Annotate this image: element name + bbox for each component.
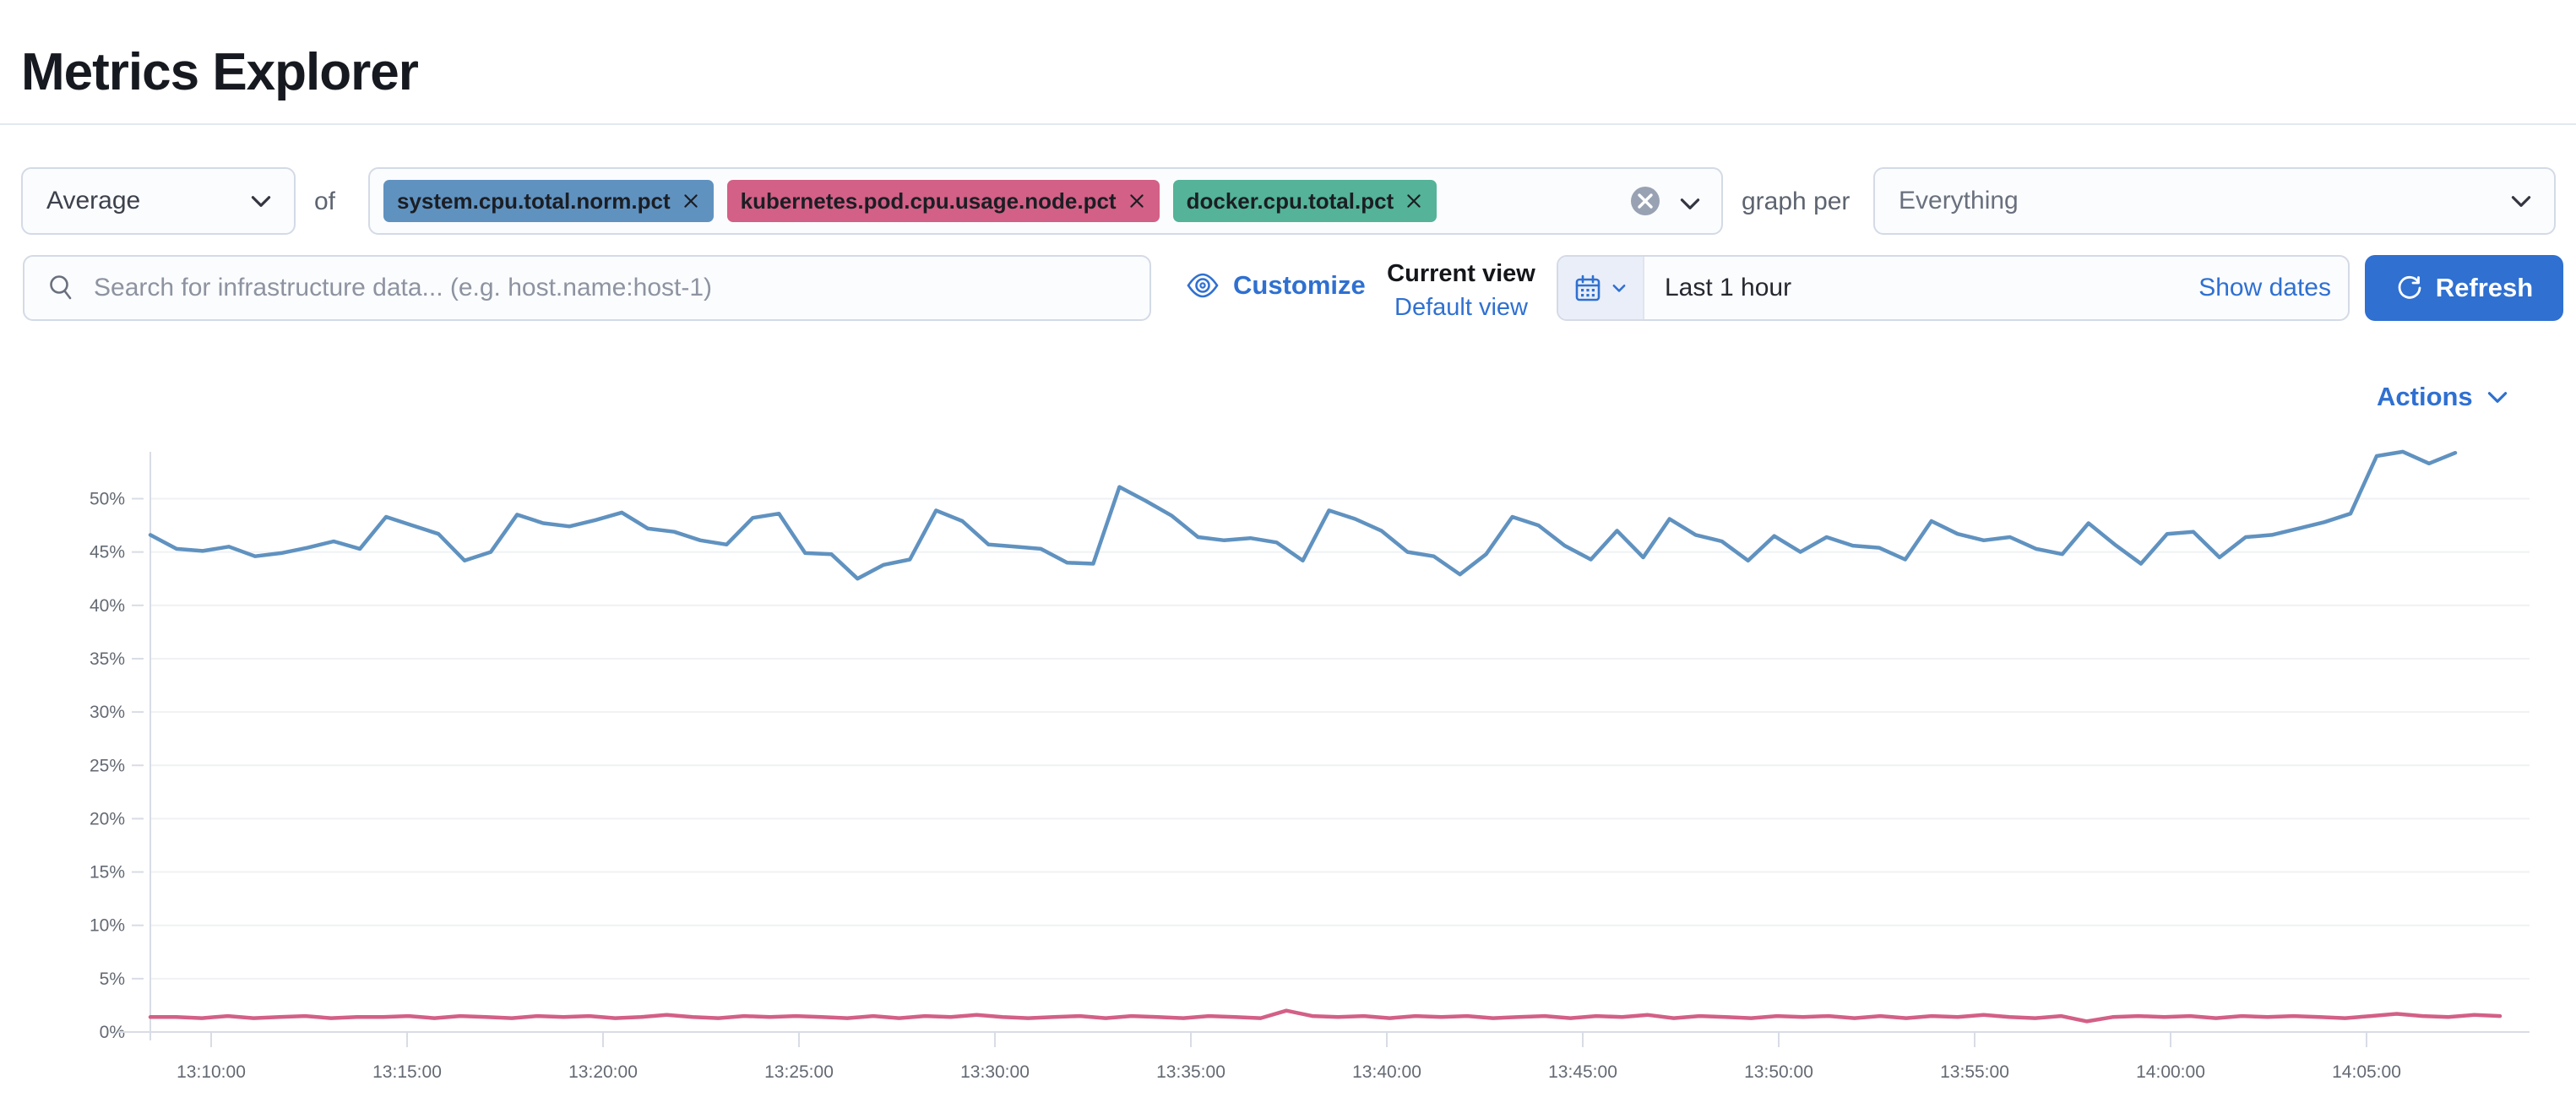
x-axis-label: 13:30:00 bbox=[960, 1062, 1030, 1082]
y-axis-label: 10% bbox=[90, 916, 125, 936]
default-view-link[interactable]: Default view bbox=[1394, 294, 1528, 321]
search-input[interactable] bbox=[92, 273, 1149, 303]
show-dates-button[interactable]: Show dates bbox=[2198, 274, 2331, 301]
y-axis-label: 35% bbox=[90, 649, 125, 669]
chevron-down-icon bbox=[251, 196, 271, 207]
metric-pill-label: docker.cpu.total.pct bbox=[1186, 187, 1394, 214]
refresh-label: Refresh bbox=[2435, 273, 2534, 302]
calendar-icon bbox=[1575, 274, 1600, 301]
y-axis-label: 50% bbox=[90, 490, 125, 509]
chevron-down-icon bbox=[1612, 285, 1626, 292]
page-title: Metrics Explorer bbox=[21, 42, 419, 101]
y-axis-label: 30% bbox=[90, 703, 125, 722]
quick-select-button[interactable] bbox=[1558, 257, 1644, 319]
time-range-value[interactable]: Last 1 hour bbox=[1665, 274, 1792, 301]
y-axis-label: 25% bbox=[90, 756, 125, 775]
search-field[interactable] bbox=[23, 255, 1151, 321]
x-axis-label: 13:45:00 bbox=[1548, 1062, 1617, 1082]
metrics-combobox[interactable]: system.cpu.total.norm.pct kubernetes.pod… bbox=[368, 167, 1723, 235]
y-axis-label: 20% bbox=[90, 809, 125, 828]
customize-button[interactable]: Customize bbox=[1186, 269, 1366, 302]
y-axis-label: 15% bbox=[90, 863, 125, 883]
x-axis-label: 14:05:00 bbox=[2332, 1062, 2401, 1082]
x-axis-label: 13:15:00 bbox=[372, 1062, 442, 1082]
view-selector: Current view Default view bbox=[1384, 258, 1538, 323]
x-axis-label: 13:20:00 bbox=[568, 1062, 638, 1082]
y-axis-label: 45% bbox=[90, 543, 125, 562]
y-axis-label: 40% bbox=[90, 596, 125, 616]
graph-per-label: graph per bbox=[1742, 187, 1850, 215]
x-axis-label: 14:00:00 bbox=[2136, 1062, 2205, 1082]
remove-metric-icon[interactable] bbox=[1405, 192, 1423, 210]
metric-pill-label: system.cpu.total.norm.pct bbox=[397, 187, 671, 214]
remove-metric-icon[interactable] bbox=[682, 192, 700, 210]
x-axis-label: 13:40:00 bbox=[1352, 1062, 1421, 1082]
metric-pill[interactable]: system.cpu.total.norm.pct bbox=[383, 180, 714, 222]
search-icon bbox=[50, 275, 72, 300]
metric-pill[interactable]: docker.cpu.total.pct bbox=[1172, 180, 1437, 222]
group-by-select[interactable]: Everything bbox=[1873, 167, 2556, 235]
of-label: of bbox=[314, 187, 336, 215]
refresh-icon bbox=[2398, 276, 2421, 299]
customize-label: Customize bbox=[1233, 270, 1366, 300]
current-view-label: Current view bbox=[1387, 260, 1535, 287]
actions-menu-button[interactable]: Actions bbox=[2377, 382, 2512, 412]
metric-pill-label: kubernetes.pod.cpu.usage.node.pct bbox=[740, 187, 1117, 214]
y-axis-label: 5% bbox=[100, 970, 125, 989]
y-axis-label: 0% bbox=[100, 1023, 125, 1042]
chevron-down-icon[interactable] bbox=[1676, 189, 1704, 218]
actions-label: Actions bbox=[2377, 382, 2473, 411]
x-axis-label: 13:50:00 bbox=[1744, 1062, 1813, 1082]
group-by-value: Everything bbox=[1899, 187, 2019, 215]
x-axis-label: 13:10:00 bbox=[177, 1062, 246, 1082]
clear-all-metrics-icon[interactable] bbox=[1628, 184, 1662, 218]
refresh-button[interactable]: Refresh bbox=[2365, 255, 2563, 321]
date-picker: Last 1 hour Show dates bbox=[1557, 255, 2350, 321]
chevron-down-icon bbox=[2487, 392, 2507, 403]
header-divider bbox=[0, 123, 2576, 125]
eye-icon bbox=[1187, 273, 1219, 298]
aggregation-value: Average bbox=[46, 187, 141, 215]
aggregation-select[interactable]: Average bbox=[21, 167, 296, 235]
x-axis-label: 13:25:00 bbox=[764, 1062, 834, 1082]
chevron-down-icon bbox=[2511, 196, 2531, 207]
remove-metric-icon[interactable] bbox=[1128, 192, 1146, 210]
x-axis-label: 13:35:00 bbox=[1156, 1062, 1226, 1082]
chart-plot-area[interactable] bbox=[150, 452, 2530, 1032]
metric-pill[interactable]: kubernetes.pod.cpu.usage.node.pct bbox=[726, 180, 1160, 222]
x-axis-label: 13:55:00 bbox=[1940, 1062, 2009, 1082]
